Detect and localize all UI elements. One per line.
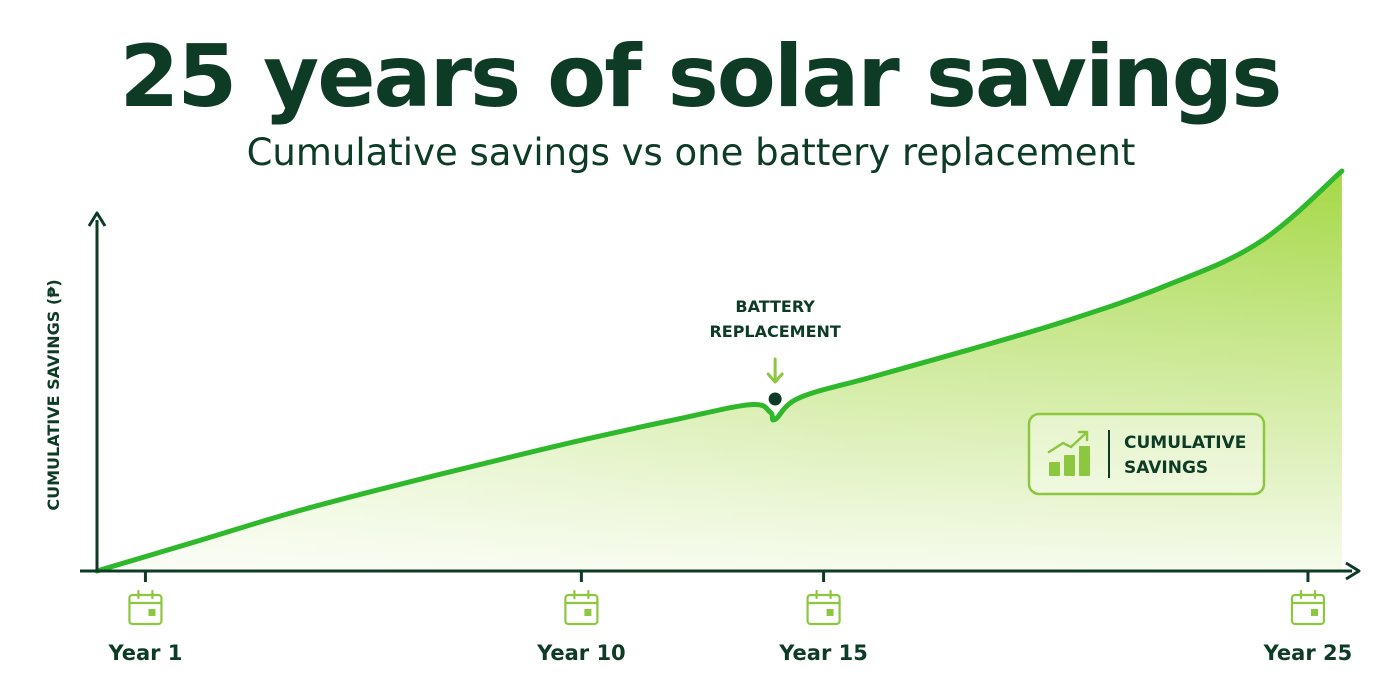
x-axis: [80, 561, 1361, 581]
legend: CUMULATIVE SAVINGS: [1027, 412, 1266, 496]
x-tick-label: Year 25: [1263, 641, 1353, 665]
y-axis: [87, 211, 107, 571]
chart-title: 25 years of solar savings: [119, 27, 1283, 127]
calendar-icon: [128, 589, 163, 626]
x-tick: Year 10: [536, 571, 626, 665]
x-tick: Year 1: [107, 571, 182, 665]
savings-line: [94, 168, 1345, 574]
x-tick: Year 15: [778, 571, 868, 665]
x-axis-arrow-icon: [1345, 561, 1361, 581]
calendar-icon: [564, 589, 599, 626]
savings-area-fade: [97, 171, 1342, 571]
legend-label-line-1: CUMULATIVE: [1124, 433, 1246, 453]
x-tick-label: Year 15: [778, 641, 868, 665]
calendar-icon: [806, 589, 841, 626]
x-tick: Year 25: [1263, 571, 1353, 665]
x-tick-label: Year 10: [536, 641, 626, 665]
annotation-label-line-2: REPLACEMENT: [709, 322, 840, 341]
x-ticks: Year 1 Year 10 Year 15 Year 25: [107, 571, 1352, 665]
calendar-icon: [1290, 589, 1326, 626]
down-arrow-icon: [766, 357, 784, 384]
chart-subtitle: Cumulative savings vs one battery replac…: [246, 131, 1136, 174]
legend-box: [1027, 412, 1266, 496]
x-tick-label: Year 1: [107, 641, 182, 665]
y-axis-arrow-icon: [87, 211, 107, 227]
y-axis-label: CUMULATIVE SAVINGS (₱): [44, 279, 63, 510]
battery-replacement-annotation: BATTERY REPLACEMENT: [709, 297, 841, 406]
bar-chart-growth-icon: [1047, 430, 1090, 476]
annotation-label-line-1: BATTERY: [735, 297, 815, 316]
annotation-marker-dot: [768, 392, 782, 406]
legend-label-line-2: SAVINGS: [1124, 458, 1208, 478]
